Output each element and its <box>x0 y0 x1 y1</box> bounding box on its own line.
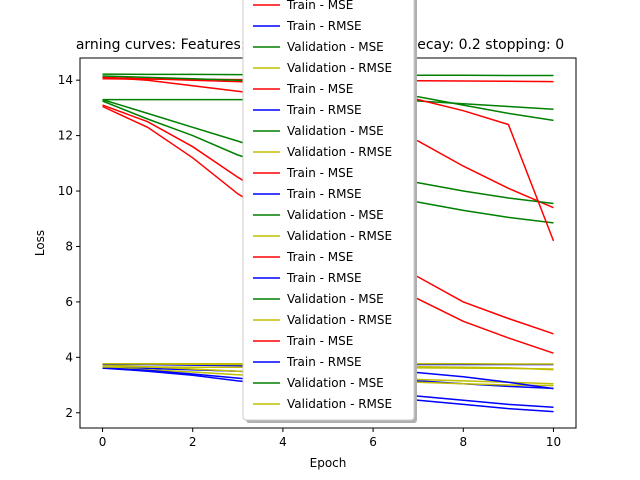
x-axis-label: Epoch <box>310 456 347 470</box>
y-axis-label: Loss <box>33 230 47 256</box>
legend-entry-label: Validation - MSE <box>287 376 384 390</box>
x-tick-label: 2 <box>189 435 197 449</box>
y-tick-label: 2 <box>65 406 73 420</box>
x-tick-label: 10 <box>546 435 561 449</box>
legend-entry-label: Validation - RMSE <box>287 229 392 243</box>
legend-entry-label: Train - RMSE <box>286 355 362 369</box>
legend-entry-label: Train - RMSE <box>286 271 362 285</box>
y-tick-label: 14 <box>58 73 73 87</box>
legend-entry-label: Validation - RMSE <box>287 145 392 159</box>
x-axis: 0 2 4 6 8 10 <box>99 428 561 449</box>
legend-entry-label: Validation - RMSE <box>287 61 392 75</box>
legend-entry-label: Train - MSE <box>286 82 353 96</box>
y-axis: 2 4 6 8 10 12 14 <box>58 73 80 420</box>
x-tick-label: 6 <box>369 435 377 449</box>
legend-entry-label: Train - RMSE <box>286 19 362 33</box>
legend-entry-label: Validation - MSE <box>287 40 384 54</box>
legend-entry-label: Validation - RMSE <box>287 397 392 411</box>
x-tick-label: 8 <box>459 435 467 449</box>
y-tick-label: 10 <box>58 184 73 198</box>
x-tick-label: 0 <box>99 435 107 449</box>
legend-entry-label: Train - MSE <box>286 166 353 180</box>
legend-entry-label: Validation - MSE <box>287 208 384 222</box>
legend-entry-label: Train - MSE <box>286 250 353 264</box>
legend-entry-label: Validation - RMSE <box>287 313 392 327</box>
y-tick-label: 8 <box>65 239 73 253</box>
legend-entry-label: Train - MSE <box>286 0 353 12</box>
legend: Train - MSE Train - RMSE Validation - MSE V… <box>242 0 417 423</box>
legend-box <box>242 0 415 421</box>
y-tick-label: 4 <box>65 350 73 364</box>
legend-entry-label: Validation - MSE <box>287 124 384 138</box>
y-tick-label: 12 <box>58 129 73 143</box>
legend-entry-label: Train - RMSE <box>286 103 362 117</box>
legend-entry-label: Validation - MSE <box>287 292 384 306</box>
y-tick-label: 6 <box>65 295 73 309</box>
legend-entry-label: Train - MSE <box>286 334 353 348</box>
legend-entry-label: Train - RMSE <box>286 187 362 201</box>
x-tick-label: 4 <box>279 435 287 449</box>
